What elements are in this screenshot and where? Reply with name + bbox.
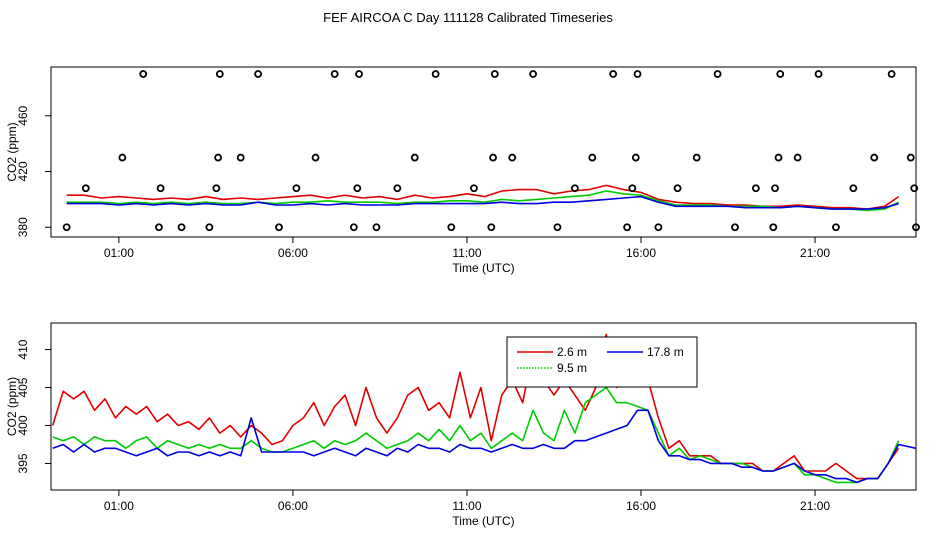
calibration-point xyxy=(870,153,879,162)
y-tick-label: 410 xyxy=(16,339,30,359)
x-tick-label: 21:00 xyxy=(800,499,830,513)
calibration-point xyxy=(214,153,222,162)
calibration-point xyxy=(212,184,221,193)
series-line-17-8-m xyxy=(52,409,917,484)
y-axis-label: CO2 (ppm) xyxy=(5,122,19,181)
y-tick-label: 400 xyxy=(16,415,30,435)
calibration-point xyxy=(410,153,419,162)
calibration-point xyxy=(118,153,127,162)
calibration-point xyxy=(355,70,363,78)
y-tick-label: 420 xyxy=(16,161,30,181)
calibration-point xyxy=(139,70,148,78)
calibration-point xyxy=(529,70,538,78)
calibration-point xyxy=(774,153,783,162)
x-axis-label: Time (UTC) xyxy=(452,514,514,528)
calibration-point xyxy=(349,223,358,232)
calibration-point xyxy=(81,184,90,193)
calibration-point xyxy=(353,184,362,193)
calibration-point xyxy=(731,223,739,232)
plot-frame xyxy=(50,322,917,491)
calibration-point xyxy=(215,70,224,78)
x-tick-label: 16:00 xyxy=(626,499,656,513)
calibration-point xyxy=(372,223,381,232)
x-tick-label: 11:00 xyxy=(452,499,481,513)
x-tick-label: 16:00 xyxy=(626,246,656,260)
plot-frame xyxy=(50,66,917,238)
calibration-point xyxy=(631,153,640,162)
calibration-point xyxy=(311,153,320,162)
calibration-point xyxy=(489,153,497,162)
calibration-point xyxy=(793,153,802,162)
calibration-point xyxy=(254,70,263,78)
calibration-point xyxy=(751,184,760,193)
legend-label: 9.5 m xyxy=(557,361,587,375)
x-tick-label: 06:00 xyxy=(278,246,308,260)
calibration-point xyxy=(570,184,579,193)
calibration-point xyxy=(205,223,214,232)
calibration-point xyxy=(177,223,186,232)
calibration-point xyxy=(508,153,517,162)
calibration-point xyxy=(609,70,618,78)
calibration-point xyxy=(906,153,915,162)
calibration-point xyxy=(431,70,440,78)
y-tick-label: 460 xyxy=(16,105,30,125)
calibration-point xyxy=(776,70,785,78)
calibration-point xyxy=(633,70,642,78)
calibration-point xyxy=(623,223,631,232)
calibration-point xyxy=(628,184,637,193)
y-tick-label: 405 xyxy=(16,377,30,397)
calibration-point xyxy=(236,153,245,162)
x-tick-label: 01:00 xyxy=(104,499,134,513)
x-tick-label: 11:00 xyxy=(452,246,481,260)
calibration-point xyxy=(155,223,163,232)
calibration-point xyxy=(910,184,919,193)
calibration-point xyxy=(912,223,920,232)
y-tick-label: 380 xyxy=(16,217,30,237)
top-panel: 01:00 06:00 11:00 16:00 21:00 Time (UTC) 380 42… xyxy=(5,66,920,275)
calibration-point xyxy=(490,70,499,78)
calibration-point xyxy=(330,70,339,78)
calibration-point xyxy=(692,153,701,162)
calibration-point xyxy=(654,223,663,232)
bottom-panel: 01:00 06:00 11:00 16:00 21:00 Time (UTC) 395 40… xyxy=(5,322,917,528)
calibration-point xyxy=(771,184,779,193)
x-tick-label: 06:00 xyxy=(278,499,308,513)
calibration-point xyxy=(156,184,165,193)
series-line-9-5-m xyxy=(66,190,899,212)
x-tick-label: 01:00 xyxy=(104,246,134,260)
y-axis-label: CO2 (ppm) xyxy=(5,377,19,436)
calibration-point xyxy=(673,184,682,193)
calibration-point xyxy=(62,223,71,232)
calibration-point xyxy=(849,184,858,193)
calibration-point xyxy=(292,184,301,193)
calibration-point xyxy=(447,223,456,232)
calibration-point xyxy=(553,223,562,232)
calibration-point xyxy=(393,184,402,193)
series-line-2-6-m xyxy=(51,333,900,480)
calibration-point xyxy=(588,153,597,162)
chart-title: FEF AIRCOA C Day 111128 Calibrated Times… xyxy=(323,10,613,25)
x-tick-label: 21:00 xyxy=(800,246,830,260)
calibration-point xyxy=(275,223,283,232)
calibration-point xyxy=(814,70,823,78)
calibration-point xyxy=(487,223,496,232)
x-axis-label: Time (UTC) xyxy=(452,261,514,275)
calibration-point xyxy=(832,223,840,232)
series-line-17-8-m xyxy=(66,195,899,210)
legend-label: 17.8 m xyxy=(647,345,684,359)
y-tick-label: 395 xyxy=(16,453,30,473)
calibration-point xyxy=(713,70,722,78)
calibration-point xyxy=(887,70,896,78)
legend-box xyxy=(506,336,698,388)
calibration-point xyxy=(769,223,778,232)
legend-label: 2.6 m xyxy=(557,345,587,359)
calibration-point xyxy=(470,184,478,193)
